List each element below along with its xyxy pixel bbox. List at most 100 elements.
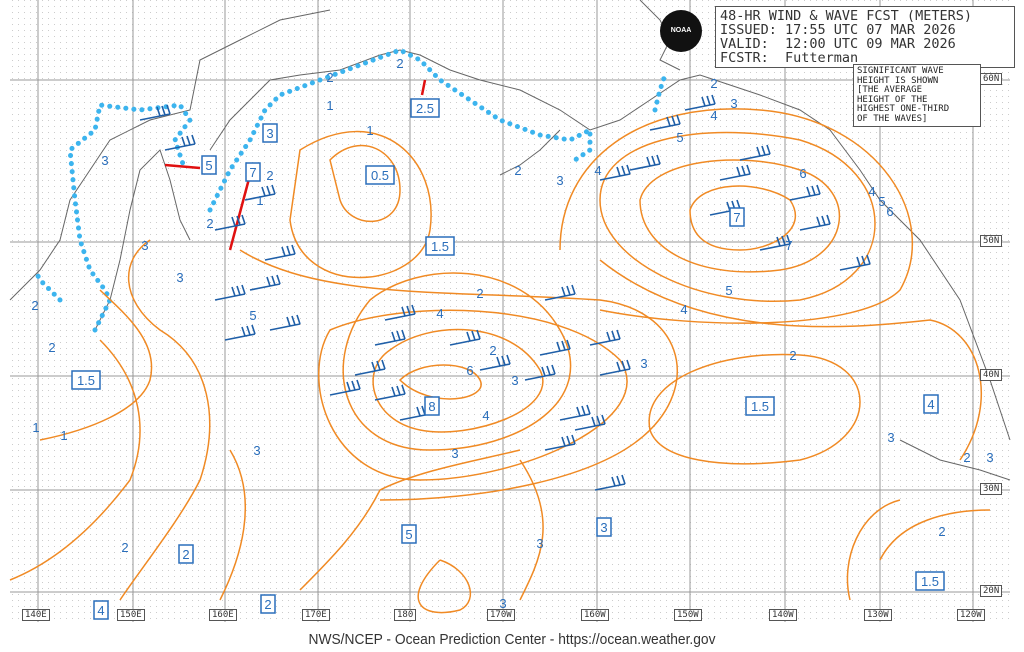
coastline <box>94 149 191 331</box>
wind-barb <box>709 199 741 216</box>
contour-label: 1 <box>256 193 263 208</box>
wave-height-box-label: 3 <box>600 520 607 535</box>
contour-label: 4 <box>710 108 717 123</box>
wave-height-box <box>915 571 945 591</box>
wave-height-box-label: 1.5 <box>77 373 95 388</box>
contour-label: 3 <box>887 430 894 445</box>
wave-height-box-label: 1.5 <box>751 399 769 414</box>
wind-barb <box>574 414 606 431</box>
contour-label: 3 <box>986 450 993 465</box>
wave-height-box-label: 5 <box>205 158 212 173</box>
contour-label: 6 <box>799 166 806 181</box>
wind-barb <box>244 184 276 201</box>
wave-height-contour <box>9 339 141 581</box>
wave-height-box-label: 3 <box>266 126 273 141</box>
wave-height-contour <box>239 249 678 501</box>
wave-height-box <box>745 396 775 416</box>
contour-label: 6 <box>466 363 473 378</box>
wind-barb <box>544 284 576 301</box>
wind-barb <box>759 234 791 251</box>
contour-label: 2 <box>31 298 38 313</box>
wave-height-box <box>178 544 194 564</box>
wave-height-note: SIGNIFICANT WAVE HEIGHT IS SHOWN [THE AV… <box>853 64 981 127</box>
swell-arrow <box>228 174 252 251</box>
contour-label: 3 <box>556 173 563 188</box>
wave-height-contour <box>318 309 628 481</box>
wave-height-box-label: 0.5 <box>371 168 389 183</box>
coastline <box>499 129 561 176</box>
longitude-label: 160W <box>581 609 609 621</box>
wave-height-contour <box>689 185 797 251</box>
wave-height-box-label: 4 <box>97 603 104 618</box>
contour-label: 7 <box>785 238 792 253</box>
wave-height-box <box>201 155 217 175</box>
longitude-label: 120W <box>957 609 985 621</box>
longitude-label: 170W <box>487 609 515 621</box>
wave-height-box <box>93 600 109 620</box>
contour-label: 4 <box>594 163 601 178</box>
ice-edge-sakhalin <box>32 267 63 303</box>
wave-height-contour <box>219 449 247 601</box>
contour-label: 4 <box>436 306 443 321</box>
contour-label: 3 <box>101 153 108 168</box>
wind-barb <box>354 359 386 376</box>
contour-label: 3 <box>141 238 148 253</box>
wind-barb <box>599 359 631 376</box>
wave-height-box-label: 4 <box>927 397 934 412</box>
wind-barb <box>799 214 831 231</box>
ice-edge-west <box>67 102 194 333</box>
contour-label: 3 <box>499 596 506 611</box>
wave-height-contour <box>299 449 521 591</box>
wave-height-contour <box>639 159 841 273</box>
wind-barb <box>224 324 256 341</box>
contour-label: 6 <box>886 204 893 219</box>
wave-height-box-label: 2 <box>264 597 271 612</box>
contour-label: 5 <box>676 130 683 145</box>
contour-label: 2 <box>789 348 796 363</box>
longitude-label: 170E <box>302 609 330 621</box>
wind-barb <box>164 134 196 151</box>
wave-height-contour <box>599 259 983 461</box>
contour-label: 3 <box>176 270 183 285</box>
wave-height-contour <box>289 130 432 279</box>
latitude-label: 20N <box>980 585 1003 597</box>
valid-time: VALID: 12:00 UTC 09 MAR 2026 <box>720 36 956 52</box>
contour-label: 2 <box>938 524 945 539</box>
wind-barb <box>329 379 361 396</box>
wind-barb <box>594 474 626 491</box>
contour-label: 2 <box>514 163 521 178</box>
contour-label: 2 <box>266 168 273 183</box>
latitude-label: 60N <box>980 73 1003 85</box>
wave-height-box-label: 8 <box>428 399 435 414</box>
wind-barb <box>739 144 771 161</box>
wind-barb <box>264 244 296 261</box>
contour-label: 2 <box>476 286 483 301</box>
wave-height-contour <box>417 559 471 614</box>
contour-label: 4 <box>482 408 489 423</box>
contour-label: 3 <box>640 356 647 371</box>
contour-label: 3 <box>253 443 260 458</box>
wave-height-box <box>729 207 745 227</box>
contour-label: 2 <box>710 76 717 91</box>
contour-label: 3 <box>511 373 518 388</box>
contour-label: 1 <box>60 428 67 443</box>
wave-height-contour <box>559 108 914 324</box>
wave-height-contour <box>342 272 572 451</box>
wave-height-box <box>71 370 101 390</box>
longitude-label: 140W <box>769 609 797 621</box>
wave-height-contour <box>846 499 991 601</box>
contour-label: 1 <box>326 98 333 113</box>
contour-label: 2 <box>326 70 333 85</box>
latitude-label: 40N <box>980 369 1003 381</box>
wave-height-contour <box>519 459 544 601</box>
longitude-label: 180 <box>394 609 417 621</box>
latitude-label: 50N <box>980 235 1003 247</box>
wave-height-box-label: 7 <box>249 165 256 180</box>
wind-barb <box>374 384 406 401</box>
chart-header: 48-HR WIND & WAVE FCST (METERS) ISSUED: 1… <box>715 6 1015 68</box>
longitude-label: 140E <box>22 609 50 621</box>
noaa-logo: NOAA <box>660 10 702 52</box>
wind-barb <box>214 284 246 301</box>
wind-barb <box>629 154 661 171</box>
wave-height-contour <box>329 144 401 222</box>
